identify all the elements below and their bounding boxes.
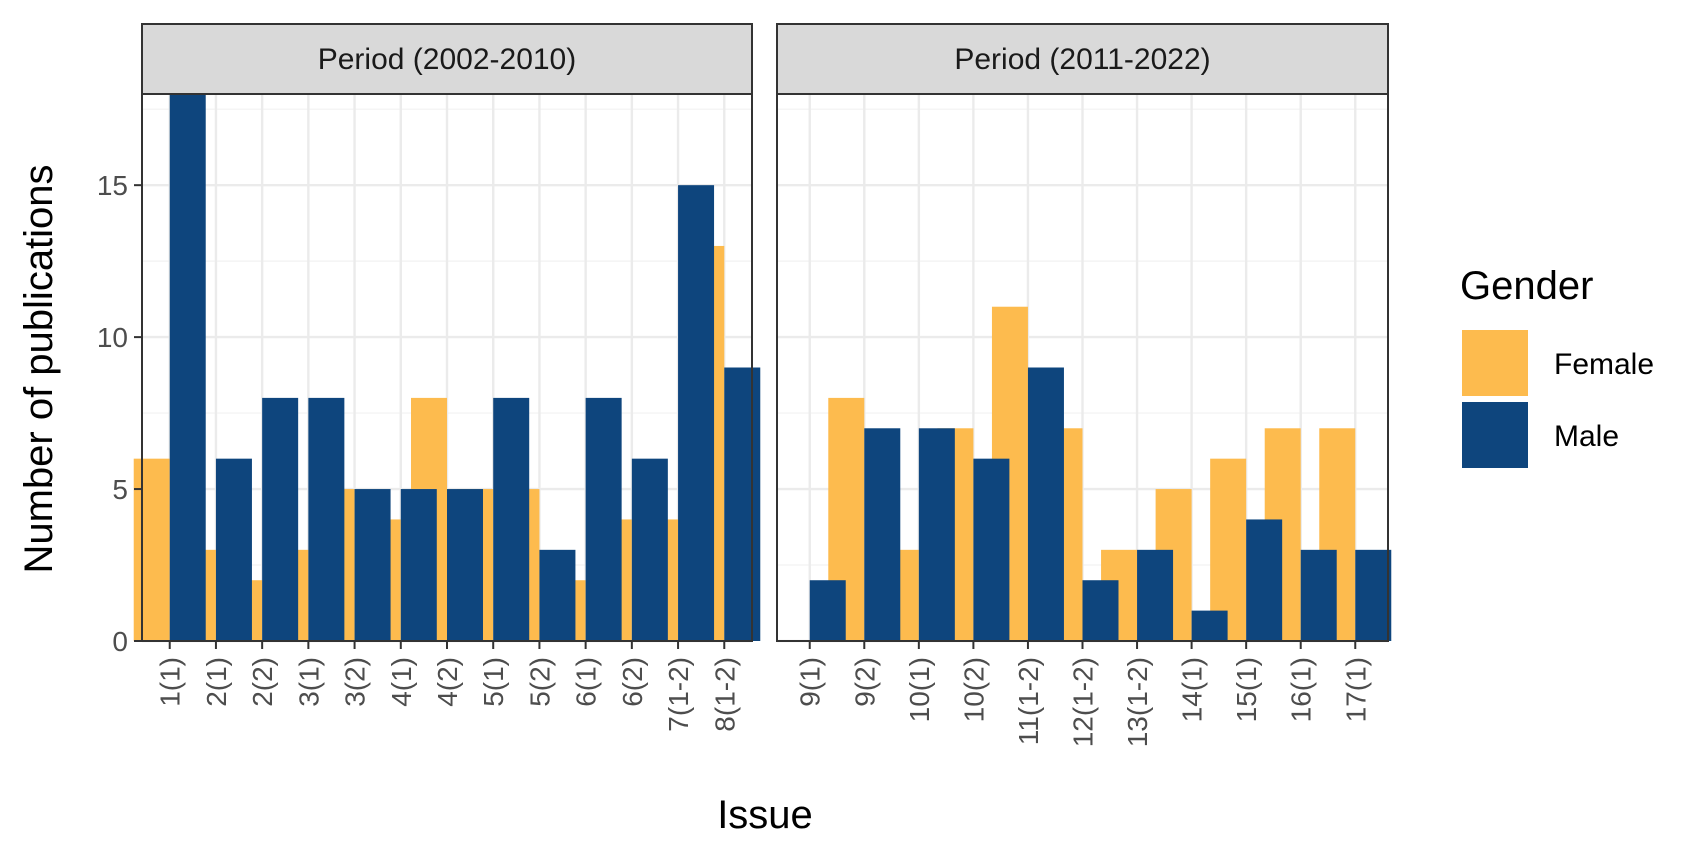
x-tick-label: 10(1): [904, 657, 935, 722]
bar-male-4-1: [400, 489, 437, 641]
panel-2-strip: [776, 23, 1389, 95]
x-axis-title: Issue: [717, 793, 813, 837]
bar-male-13-1-2: [1137, 549, 1174, 641]
panel-1: Period (2002-2010) 1(1) 2(1) 2(2) 3(1) 3(2) 4(…: [97, 23, 761, 732]
x-tick-label: 9(1): [795, 657, 826, 707]
bar-male-6-1: [585, 397, 622, 641]
legend-key-female: [1462, 330, 1528, 396]
panel-1-title: Period (2002-2010): [318, 43, 577, 76]
y-axis-title: Number of publications: [17, 164, 61, 573]
x-tick-label: 11(1-2): [1013, 657, 1044, 745]
x-tick-label: 5(2): [524, 657, 555, 707]
x-tick-label: 12(1-2): [1068, 657, 1099, 747]
x-tick-label: 5(1): [478, 657, 509, 707]
y-tick-label: 5: [112, 474, 128, 505]
bar-male-11-1-2: [1027, 367, 1064, 641]
x-tick-label: 17(1): [1340, 657, 1371, 722]
legend: Gender Female Male: [1460, 264, 1654, 468]
x-tick-label: 4(2): [432, 657, 463, 707]
bar-male-5-1: [493, 397, 530, 641]
y-tick-label: 0: [112, 626, 128, 657]
x-tick-label: 13(1-2): [1122, 657, 1153, 747]
bar-male-10-1: [918, 428, 955, 641]
bar-male-3-1: [308, 397, 345, 641]
y-tick-label: 10: [97, 322, 128, 353]
bar-male-8-1-2: [724, 367, 761, 641]
bar-male-9-1: [809, 580, 846, 641]
x-tick-label: 8(1-2): [709, 657, 740, 732]
legend-key-male: [1462, 402, 1528, 468]
x-tick-label: 2(1): [201, 657, 232, 707]
bar-male-15-1: [1246, 519, 1283, 641]
y-tick-label: 15: [97, 170, 128, 201]
x-tick-label: 9(2): [849, 657, 880, 707]
x-tick-label: 7(1-2): [663, 657, 694, 732]
bar-male-14-1: [1191, 610, 1228, 641]
x-tick-label: 6(1): [571, 657, 602, 707]
bar-male-5-2: [539, 549, 576, 641]
x-tick-label: 14(1): [1177, 657, 1208, 722]
bar-male-7-1-2: [678, 185, 715, 641]
x-tick-label: 2(2): [247, 657, 278, 707]
bar-male-6-2: [631, 458, 668, 641]
bar-male-17-1: [1355, 549, 1392, 641]
legend-label-male: Male: [1554, 420, 1619, 453]
x-tick-label: 3(1): [293, 657, 324, 707]
panel-2-title: Period (2011-2022): [954, 43, 1210, 76]
bar-male-9-2: [864, 428, 901, 641]
bar-male-1-1: [169, 94, 206, 641]
legend-title: Gender: [1460, 264, 1593, 308]
bar-male-2-2: [262, 397, 299, 641]
bar-male-10-2: [973, 458, 1010, 641]
x-tick-label: 1(1): [155, 657, 186, 707]
bar-male-4-2: [447, 489, 483, 641]
bar-female-1-1: [133, 458, 170, 641]
bar-male-16-1: [1300, 549, 1337, 641]
legend-label-female: Female: [1554, 348, 1654, 381]
x-tick-label: 4(1): [386, 657, 417, 707]
facet-panels: Period (2002-2010) 1(1) 2(1) 2(2) 3(1) 3(2) 4(…: [97, 23, 1392, 747]
bar-male-12-1-2: [1082, 580, 1119, 641]
bar-male-2-1: [215, 458, 252, 641]
x-tick-label: 10(2): [958, 657, 989, 722]
x-tick-label: 6(2): [617, 657, 648, 707]
panel-2: Period (2011-2022) 9(1) 9(2) 10(1) 10(2) 11(1…: [776, 23, 1392, 747]
panel-1-strip: [141, 23, 753, 95]
bar-male-3-2: [354, 489, 391, 641]
x-tick-label: 3(2): [340, 657, 371, 707]
x-tick-label: 15(1): [1231, 657, 1262, 722]
x-tick-label: 16(1): [1286, 657, 1317, 722]
